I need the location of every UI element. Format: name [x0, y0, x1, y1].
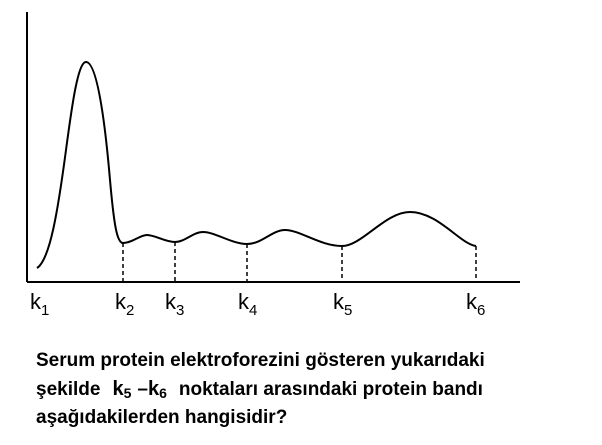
electrophoresis-curve	[36, 60, 477, 269]
k6-term: k6	[147, 378, 167, 401]
question-text: Serum protein elektroforezini gösteren y…	[36, 347, 596, 432]
range-dash: –	[137, 379, 148, 400]
k5-term: k5	[112, 378, 132, 401]
electrophoresis-diagram: k1 k2 k3 k4 k5 k6	[26, 12, 520, 319]
point-label-k3: k3	[165, 289, 184, 319]
question-line-2-start: şekilde	[36, 379, 101, 400]
question-line-2: şekilde k5 –k6 noktaları arasındaki protein…	[36, 375, 596, 404]
point-label-k6: k6	[466, 289, 485, 319]
point-label-k1: k1	[30, 289, 49, 319]
point-label-k4: k4	[238, 289, 257, 319]
question-line-1: Serum protein elektroforezini gösteren y…	[36, 350, 485, 371]
question-line-3: aşağıdakilerden hangisidir?	[36, 407, 288, 428]
point-label-k2: k2	[115, 289, 134, 319]
point-label-k5: k5	[333, 289, 352, 319]
question-line-2-end: noktaları arasındaki protein bandı	[178, 379, 483, 400]
